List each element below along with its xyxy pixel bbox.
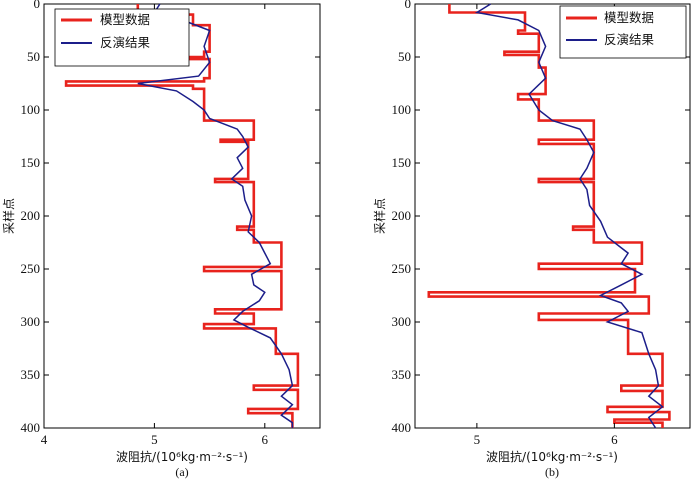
legend-label-inversion: 反演结果 xyxy=(604,32,655,47)
x-axis-ticks: 4 5 6 xyxy=(41,4,269,447)
legend: 模型数据 反演结果 xyxy=(559,5,687,59)
legend-label-inversion: 反演结果 xyxy=(100,35,151,50)
series-line-inversion-result xyxy=(474,3,664,429)
y-axis-label: 采样点 xyxy=(1,198,16,234)
y-tick-label: 400 xyxy=(392,420,412,435)
series-line-inversion-result xyxy=(137,3,294,428)
x-axis-label: 波阻抗/(10⁶kg·m⁻²·s⁻¹) xyxy=(486,449,618,464)
y-tick-label: 100 xyxy=(392,102,412,117)
series-line-model-data xyxy=(427,4,671,428)
y-tick-label: 350 xyxy=(21,367,41,382)
x-axis-label: 波阻抗/(10⁶kg·m⁻²·s⁻¹) xyxy=(116,449,248,464)
legend: 模型数据 反演结果 xyxy=(54,8,190,67)
y-tick-label: 50 xyxy=(398,49,411,64)
x-tick-label: 6 xyxy=(611,432,618,447)
y-tick-label: 0 xyxy=(34,0,41,11)
legend-label-model: 模型数据 xyxy=(100,12,150,27)
y-tick-label: 150 xyxy=(392,155,412,170)
y-tick-label: 400 xyxy=(21,420,41,435)
y-axis-ticks: 0 50 100 150 200 250 300 350 400 xyxy=(392,0,690,435)
series-group xyxy=(427,3,671,429)
y-tick-label: 50 xyxy=(27,49,40,64)
y-tick-label: 200 xyxy=(21,208,41,223)
y-tick-label: 150 xyxy=(21,155,41,170)
panel-caption: (b) xyxy=(545,465,559,479)
x-tick-label: 6 xyxy=(262,432,269,447)
legend-label-model: 模型数据 xyxy=(604,10,654,25)
y-axis-label: 采样点 xyxy=(372,198,387,234)
x-tick-label: 5 xyxy=(151,432,158,447)
panel-a: 0 50 100 150 200 250 300 350 400 4 5 6 采样点 波阻抗/(10… xyxy=(1,0,321,479)
legend-box xyxy=(559,5,687,59)
y-tick-label: 200 xyxy=(392,208,412,223)
plot-frame xyxy=(43,3,321,429)
y-tick-label: 250 xyxy=(21,261,41,276)
y-tick-label: 300 xyxy=(21,314,41,329)
series-group xyxy=(64,3,300,428)
y-tick-label: 250 xyxy=(392,261,412,276)
y-tick-label: 300 xyxy=(392,314,412,329)
series-line-model-data xyxy=(64,4,300,428)
plot-frame xyxy=(414,3,691,429)
y-tick-label: 100 xyxy=(21,102,41,117)
x-tick-label: 4 xyxy=(41,432,48,447)
y-tick-label: 350 xyxy=(392,367,412,382)
panel-caption: (a) xyxy=(175,465,188,479)
y-tick-label: 0 xyxy=(405,0,412,11)
x-tick-label: 5 xyxy=(474,432,481,447)
y-axis-ticks: 0 50 100 150 200 250 300 350 400 xyxy=(21,0,320,435)
